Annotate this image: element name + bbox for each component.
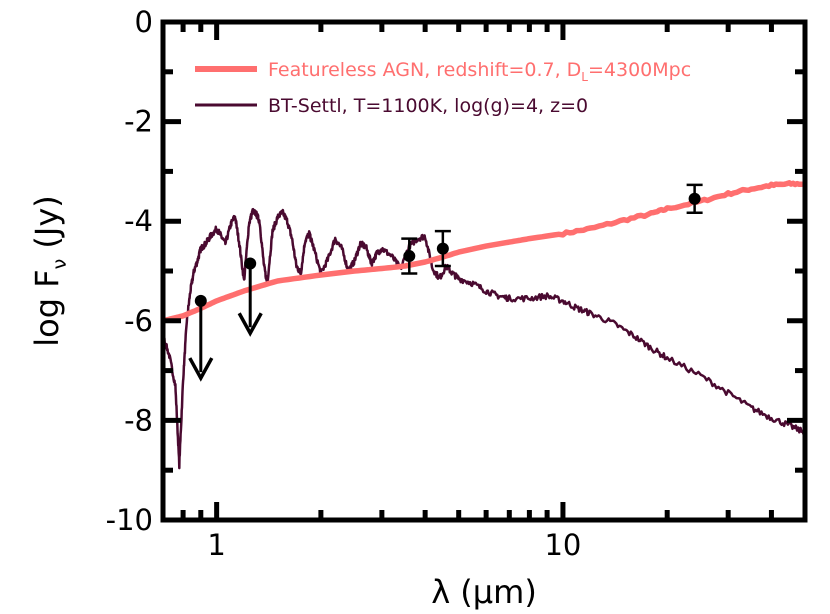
upper-limit-arrow-1: [188, 357, 214, 382]
plot-frame: [160, 19, 808, 523]
y-tick-label: -10: [106, 503, 153, 537]
upper-limit-arrow-2: [237, 312, 263, 337]
data-point-2: [436, 242, 449, 255]
upper-limit-point-2: [244, 257, 257, 270]
series-line-agn: [163, 180, 805, 324]
legend: Featureless AGN, redshift=0.7, DL=4300Mp…: [195, 59, 691, 117]
y-tick-label: -6: [124, 304, 153, 338]
y-axis-label-sub: ν: [49, 259, 71, 270]
legend-agn-label-sub: L: [581, 70, 588, 84]
marker-layer: [188, 183, 703, 382]
y-tick-label: 0: [135, 5, 153, 39]
data-point-1: [403, 250, 416, 263]
x-tick-label: 1: [207, 528, 225, 562]
legend-agn-label-tail: =4300Mpc: [588, 59, 691, 81]
series-layer: [163, 180, 805, 470]
y-tick-label: -2: [124, 105, 153, 139]
series-line-btsettl: [163, 207, 805, 470]
y-tick-label: -8: [124, 403, 153, 437]
x-axis-label: λ (μm): [431, 573, 537, 611]
legend-agn-label: Featureless AGN, redshift=0.7, DL=4300Mp…: [268, 59, 691, 84]
y-axis-label: log Fν (Jy): [28, 195, 71, 347]
y-axis-label-main: log F: [28, 269, 66, 346]
y-tick-label: -4: [124, 204, 153, 238]
data-point-3: [688, 192, 701, 205]
legend-bt-label: BT-Settl, T=1100K, log(g)=4, z=0: [268, 95, 588, 117]
tick-label-layer: 0 -2 -4 -6 -8 -10 1 10: [106, 5, 582, 562]
x-tick-label: 10: [544, 528, 581, 562]
legend-agn-label-main: Featureless AGN, redshift=0.7, D: [268, 59, 581, 81]
y-axis-label-unit: (Jy): [28, 195, 66, 259]
upper-limit-point-1: [194, 294, 207, 307]
